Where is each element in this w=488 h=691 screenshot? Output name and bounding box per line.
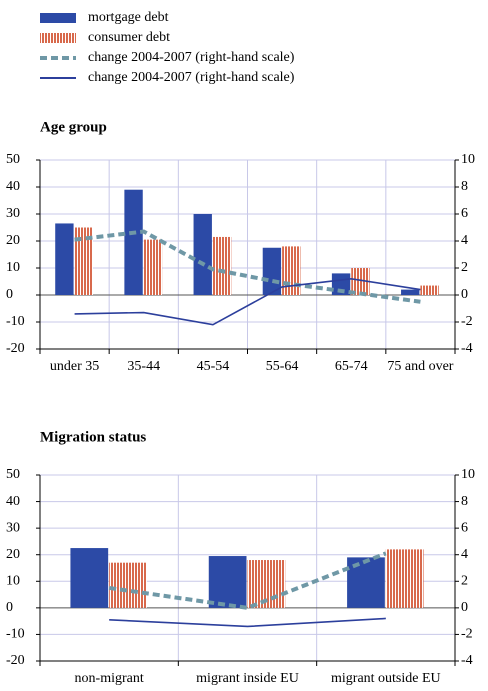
bar	[208, 556, 247, 608]
y2-tick-label: 2	[461, 260, 468, 275]
bar	[420, 285, 439, 295]
x-tick-label: non-migrant	[75, 671, 144, 686]
legend-label: mortgage debt	[88, 10, 169, 25]
legend-label: consumer debt	[88, 30, 170, 45]
bar	[74, 227, 93, 295]
x-tick-label: 35-44	[127, 359, 160, 374]
x-tick-label: 55-64	[266, 359, 299, 374]
y-tick-label: 50	[6, 467, 20, 482]
y-tick-label: -20	[6, 653, 25, 668]
line	[74, 277, 421, 326]
bar	[124, 189, 143, 295]
y2-tick-label: 6	[461, 206, 468, 221]
legend-label: change 2004-2007 (right-hand scale)	[88, 50, 295, 65]
y-tick-label: 40	[6, 179, 20, 194]
y2-tick-label: 4	[461, 547, 468, 562]
chart-title: Age group	[40, 119, 107, 135]
x-tick-label: migrant inside EU	[196, 671, 299, 686]
y-tick-label: -20	[6, 341, 25, 356]
bar	[212, 236, 232, 295]
y2-tick-label: 8	[461, 494, 468, 509]
y2-tick-label: 8	[461, 179, 468, 194]
bar	[55, 223, 74, 295]
y-tick-label: 0	[6, 287, 13, 302]
legend: mortgage debt consumer debt change 2004-20…	[40, 10, 295, 85]
legend-label: change 2004-2007 (right-hand scale)	[88, 70, 295, 85]
y-tick-label: -10	[6, 627, 25, 642]
legend-swatch	[40, 33, 76, 43]
bar	[109, 562, 147, 608]
line	[74, 229, 421, 304]
y-tick-label: 0	[6, 600, 13, 615]
bar	[143, 239, 163, 295]
y2-tick-label: 10	[461, 152, 475, 167]
y-tick-label: 20	[6, 233, 20, 248]
x-tick-label: 45-54	[197, 359, 230, 374]
bar	[262, 247, 282, 295]
y-tick-label: 20	[6, 547, 20, 562]
y2-tick-label: -2	[461, 627, 473, 642]
y-tick-label: 50	[6, 152, 20, 167]
y2-tick-label: 0	[461, 600, 468, 615]
y2-tick-label: -2	[461, 314, 473, 329]
line	[109, 617, 386, 628]
y2-tick-label: 6	[461, 520, 468, 535]
y-tick-label: -10	[6, 314, 25, 329]
bar	[282, 246, 301, 295]
x-tick-label: 75 and over	[387, 359, 453, 374]
y2-tick-label: 2	[461, 574, 468, 589]
y-tick-label: 10	[6, 260, 20, 275]
x-tick-label: 65-74	[335, 359, 368, 374]
y-tick-label: 30	[6, 520, 20, 535]
y2-tick-label: 0	[461, 287, 468, 302]
bar	[385, 549, 424, 608]
x-tick-label: migrant outside EU	[331, 671, 441, 686]
y2-tick-label: 4	[461, 233, 468, 248]
chart-title: Migration status	[40, 429, 146, 445]
y-tick-label: 40	[6, 494, 20, 509]
y-tick-label: 10	[6, 574, 20, 589]
y2-tick-label: 10	[461, 467, 475, 482]
y-tick-label: 30	[6, 206, 20, 221]
bar	[193, 214, 212, 295]
x-tick-label: under 35	[50, 359, 99, 374]
y2-tick-label: -4	[461, 653, 473, 668]
bar	[70, 548, 109, 608]
bar	[401, 289, 420, 295]
bar	[351, 268, 370, 295]
y2-tick-label: -4	[461, 341, 473, 356]
legend-swatch	[40, 13, 76, 23]
line	[108, 551, 387, 610]
